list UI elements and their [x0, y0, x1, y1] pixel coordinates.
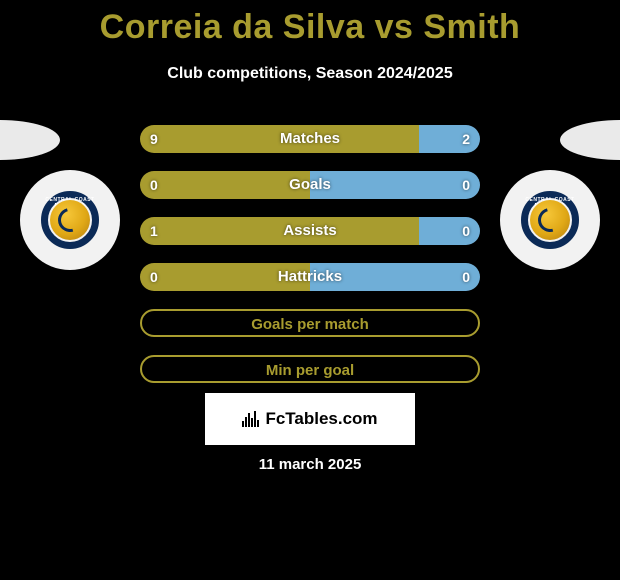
stat-label: Hattricks: [140, 263, 480, 291]
left-club-badge: CENTRAL COAST MARINERS: [20, 170, 120, 270]
stat-label: Assists: [140, 217, 480, 245]
bar-chart-icon: [242, 411, 259, 427]
right-ellipse-decor: [560, 120, 620, 160]
stats-container: 9 2 Matches 0 0 Goals 1 0 Assists 0 0 Ha…: [140, 125, 480, 401]
stat-row: 1 0 Assists: [140, 217, 480, 245]
page-title: Correia da Silva vs Smith: [0, 0, 620, 47]
badge-ball-icon: [530, 200, 570, 240]
comparison-date: 11 march 2025: [0, 456, 620, 473]
stat-row-empty: Min per goal: [140, 355, 480, 383]
page-subtitle: Club competitions, Season 2024/2025: [0, 65, 620, 83]
stat-row-empty: Goals per match: [140, 309, 480, 337]
stat-row: 9 2 Matches: [140, 125, 480, 153]
stat-label: Goals: [140, 171, 480, 199]
brand-label: FcTables.com: [265, 409, 377, 429]
stat-row: 0 0 Goals: [140, 171, 480, 199]
right-club-badge: CENTRAL COAST MARINERS: [500, 170, 600, 270]
stat-label: Matches: [140, 125, 480, 153]
badge-ball-icon: [50, 200, 90, 240]
left-ellipse-decor: [0, 120, 60, 160]
stat-row: 0 0 Hattricks: [140, 263, 480, 291]
brand-box: FcTables.com: [205, 393, 415, 445]
